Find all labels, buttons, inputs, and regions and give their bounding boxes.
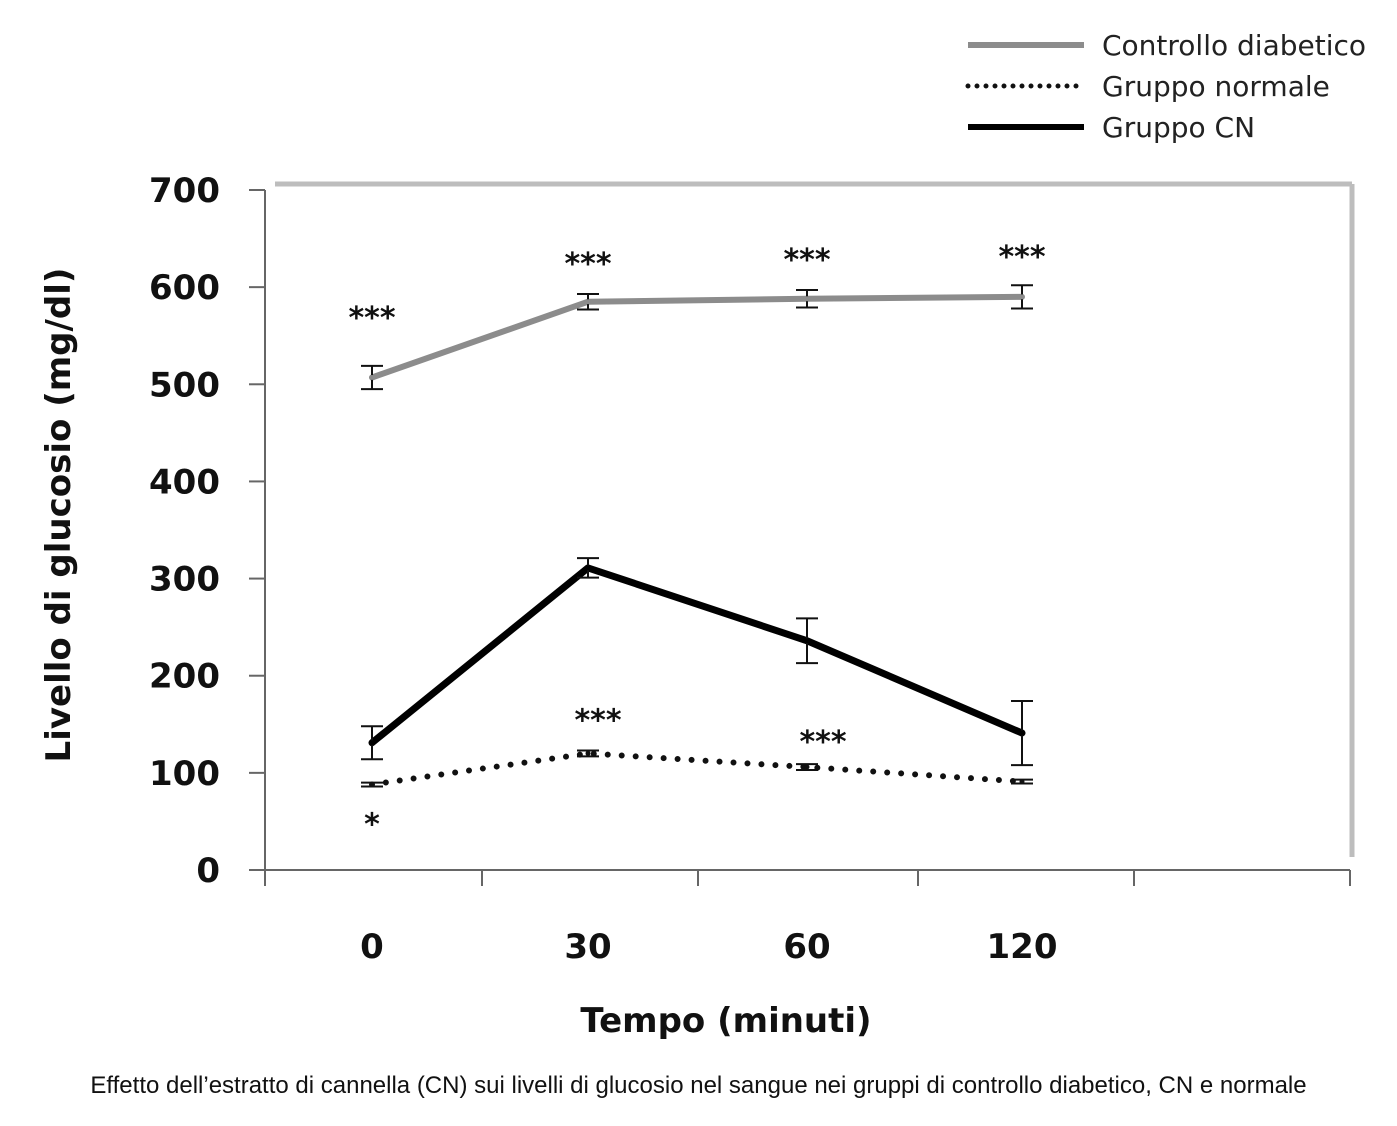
- y-tick-label: 200: [149, 657, 220, 697]
- y-tick-label: 0: [196, 851, 220, 891]
- significance-label: ***: [564, 247, 611, 282]
- figure-caption: Effetto dell’estratto di cannella (CN) s…: [90, 1072, 1307, 1099]
- series-line: [368, 564, 1026, 747]
- plot-frame: [275, 181, 1355, 857]
- y-tick-label: 300: [149, 560, 220, 600]
- data-point: [1019, 294, 1025, 300]
- y-tick-label: 500: [149, 365, 220, 405]
- data-point: [369, 782, 375, 788]
- series-layer: [361, 284, 1033, 788]
- x-tick-label: 120: [987, 927, 1058, 967]
- legend-label: Gruppo CN: [1102, 111, 1255, 144]
- series-0: [361, 284, 1033, 391]
- data-point: [804, 296, 810, 302]
- data-point: [1019, 730, 1025, 736]
- data-point: [1019, 779, 1025, 785]
- x-tick-label: 0: [360, 927, 384, 967]
- significance-label: ***: [348, 301, 395, 336]
- data-point: [585, 565, 591, 571]
- series-2: [361, 557, 1033, 767]
- series-line: [369, 750, 1025, 788]
- significance-label: *: [364, 808, 380, 843]
- legend-label: Controllo diabetico: [1102, 29, 1366, 62]
- x-tick-label: 30: [564, 927, 611, 967]
- significance-label: ***: [799, 725, 846, 760]
- y-tick-label: 400: [149, 462, 220, 502]
- significance-label: ***: [998, 240, 1045, 275]
- significance-label: ***: [574, 704, 621, 739]
- y-axis-title: Livello di glucosio (mg/dl): [39, 268, 79, 763]
- y-tick-label: 700: [149, 171, 220, 211]
- data-point: [804, 764, 810, 770]
- data-point: [804, 638, 810, 644]
- data-point: [369, 740, 375, 746]
- y-tick-label: 600: [149, 268, 220, 308]
- data-point: [585, 750, 591, 756]
- axes: 0 100 200 300 400 500 600 700 0 30 60 120: [149, 171, 1351, 967]
- x-tick-label: 60: [783, 927, 830, 967]
- data-point: [369, 374, 375, 380]
- series-1: [361, 749, 1033, 788]
- legend-label: Gruppo normale: [1102, 70, 1330, 103]
- data-point: [585, 299, 591, 305]
- significance-label: ***: [783, 243, 830, 278]
- legend: Controllo diabetico Gruppo normale Gruppo …: [965, 29, 1366, 144]
- y-tick-label: 100: [149, 754, 220, 794]
- x-axis-title: Tempo (minuti): [580, 1001, 871, 1041]
- series-line: [369, 293, 1025, 381]
- significance-layer: ************* *** ***: [348, 240, 1045, 842]
